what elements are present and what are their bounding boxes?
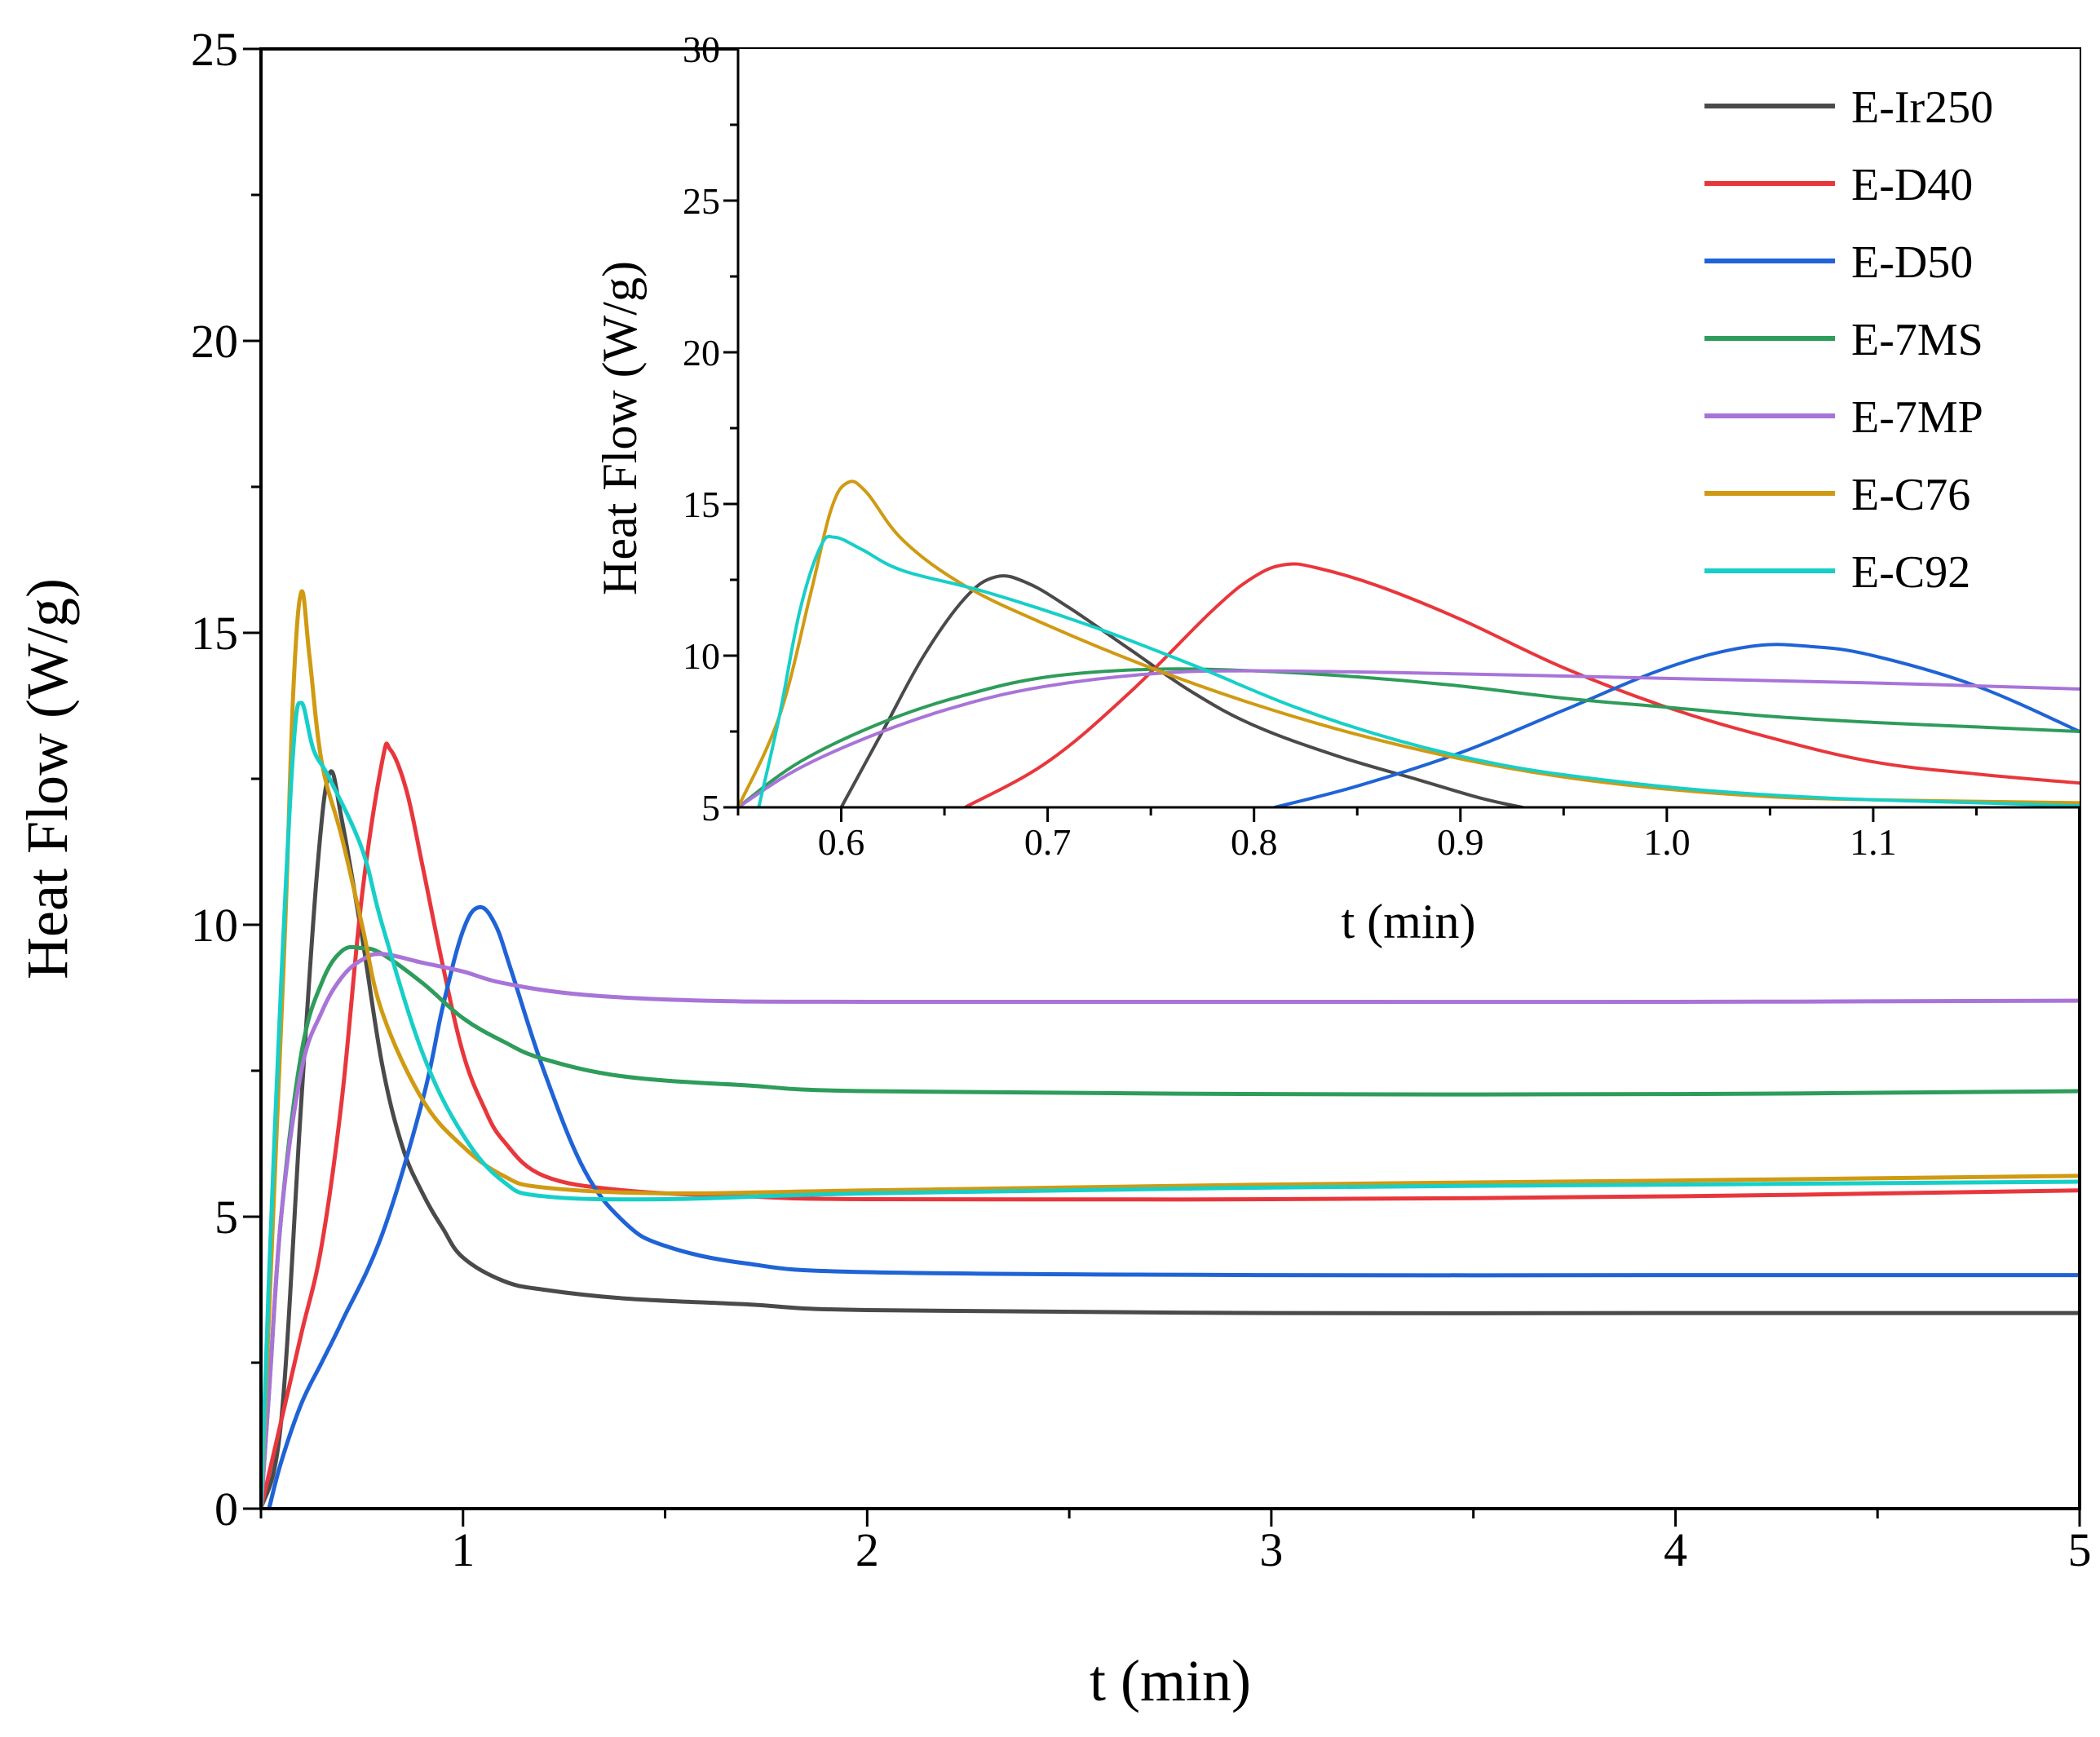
- inset-y-tick-labels: 5 10 15 20 25 30: [683, 29, 720, 829]
- inset-series-e-d50: [1273, 643, 2080, 807]
- inset-x-tick-label-0.7: 0.7: [1024, 821, 1072, 863]
- inset-series-e-d40: [963, 562, 2080, 807]
- inset-series-group: [738, 480, 2080, 807]
- inset-x-tick-label-0.9: 0.9: [1437, 821, 1484, 863]
- legend-entry-e-d40: E-D40: [1704, 160, 1973, 210]
- main-y-tick-label-5: 5: [214, 1191, 238, 1244]
- inset-plot: 0.6 0.7 0.8 0.9 1.0 1.1 5 10 15 20 25 30…: [593, 29, 2080, 948]
- main-plot: 1 2 3 4 5 0 5 10 15 20 25 t (min) Heat F…: [15, 23, 2092, 1713]
- main-series-e-c92: [261, 701, 2080, 1509]
- inset-y-tick-label-5: 5: [701, 787, 720, 829]
- inset-x-tick-label-0.8: 0.8: [1231, 821, 1278, 863]
- inset-y-axis-title: Heat Flow (W/g): [593, 261, 647, 595]
- legend-entry-e-c92: E-C92: [1704, 547, 1970, 598]
- main-y-tick-label-20: 20: [191, 315, 238, 368]
- inset-series-e-c92: [757, 534, 2080, 807]
- inset-series-e-c76: [738, 480, 2080, 807]
- main-x-tick-labels: 1 2 3 4 5: [451, 1523, 2091, 1576]
- main-y-tick-label-25: 25: [191, 23, 238, 76]
- main-x-tick-label-3: 3: [1259, 1523, 1283, 1576]
- legend-label-e-d50: E-D50: [1851, 237, 1973, 288]
- main-x-tick-label-2: 2: [855, 1523, 879, 1576]
- legend-entry-e-7mp: E-7MP: [1704, 392, 1983, 443]
- inset-x-tick-label-0.6: 0.6: [818, 821, 865, 863]
- legend-entry-e-ir250: E-Ir250: [1704, 82, 1993, 133]
- inset-y-tick-label-10: 10: [683, 635, 720, 677]
- inset-y-tick-label-20: 20: [683, 332, 720, 373]
- main-x-tick-label-4: 4: [1664, 1523, 1687, 1576]
- inset-x-tick-labels: 0.6 0.7 0.8 0.9 1.0 1.1: [818, 821, 1897, 863]
- main-x-axis-title: t (min): [1090, 1648, 1251, 1713]
- inset-series-e-7ms: [738, 667, 2080, 807]
- main-series-e-ir250: [261, 769, 2080, 1509]
- main-tick-marks: [243, 47, 2081, 1527]
- inset-tick-marks: [723, 47, 1978, 822]
- inset-y-tick-label-30: 30: [683, 29, 720, 70]
- legend-entry-e-7ms: E-7MS: [1704, 315, 1983, 365]
- legend-label-e-c76: E-C76: [1851, 470, 1970, 520]
- legend-label-e-7ms: E-7MS: [1851, 315, 1983, 365]
- legend-label-e-ir250: E-Ir250: [1851, 82, 1993, 133]
- main-x-tick-label-5: 5: [2068, 1523, 2092, 1576]
- legend-entry-e-c76: E-C76: [1704, 470, 1970, 520]
- legend-label-e-7mp: E-7MP: [1851, 392, 1983, 443]
- main-y-tick-label-0: 0: [214, 1483, 238, 1536]
- main-series-group: [261, 589, 2080, 1509]
- legend-entry-e-d50: E-D50: [1704, 237, 1973, 288]
- main-y-tick-labels: 0 5 10 15 20 25: [191, 23, 238, 1536]
- inset-series-e-7mp: [738, 669, 2080, 807]
- main-y-axis-title: Heat Flow (W/g): [15, 578, 80, 979]
- legend-label-e-c92: E-C92: [1851, 547, 1970, 598]
- legend-label-e-d40: E-D40: [1851, 160, 1973, 210]
- main-series-e-d40: [261, 741, 2080, 1509]
- main-x-tick-label-1: 1: [451, 1523, 475, 1576]
- inset-x-tick-label-1.1: 1.1: [1850, 821, 1897, 863]
- main-y-tick-label-15: 15: [191, 607, 238, 660]
- legend: E-Ir250 E-D40 E-D50 E-7MS E-7MP E-C76: [1704, 82, 1993, 598]
- inset-x-tick-label-1.0: 1.0: [1643, 821, 1691, 863]
- inset-x-axis-title: t (min): [1342, 895, 1476, 948]
- main-y-tick-label-10: 10: [191, 899, 238, 952]
- inset-y-tick-label-15: 15: [683, 484, 720, 525]
- main-series-e-d50: [267, 904, 2080, 1509]
- main-series-e-7mp: [261, 952, 2080, 1509]
- inset-y-tick-label-25: 25: [683, 180, 720, 222]
